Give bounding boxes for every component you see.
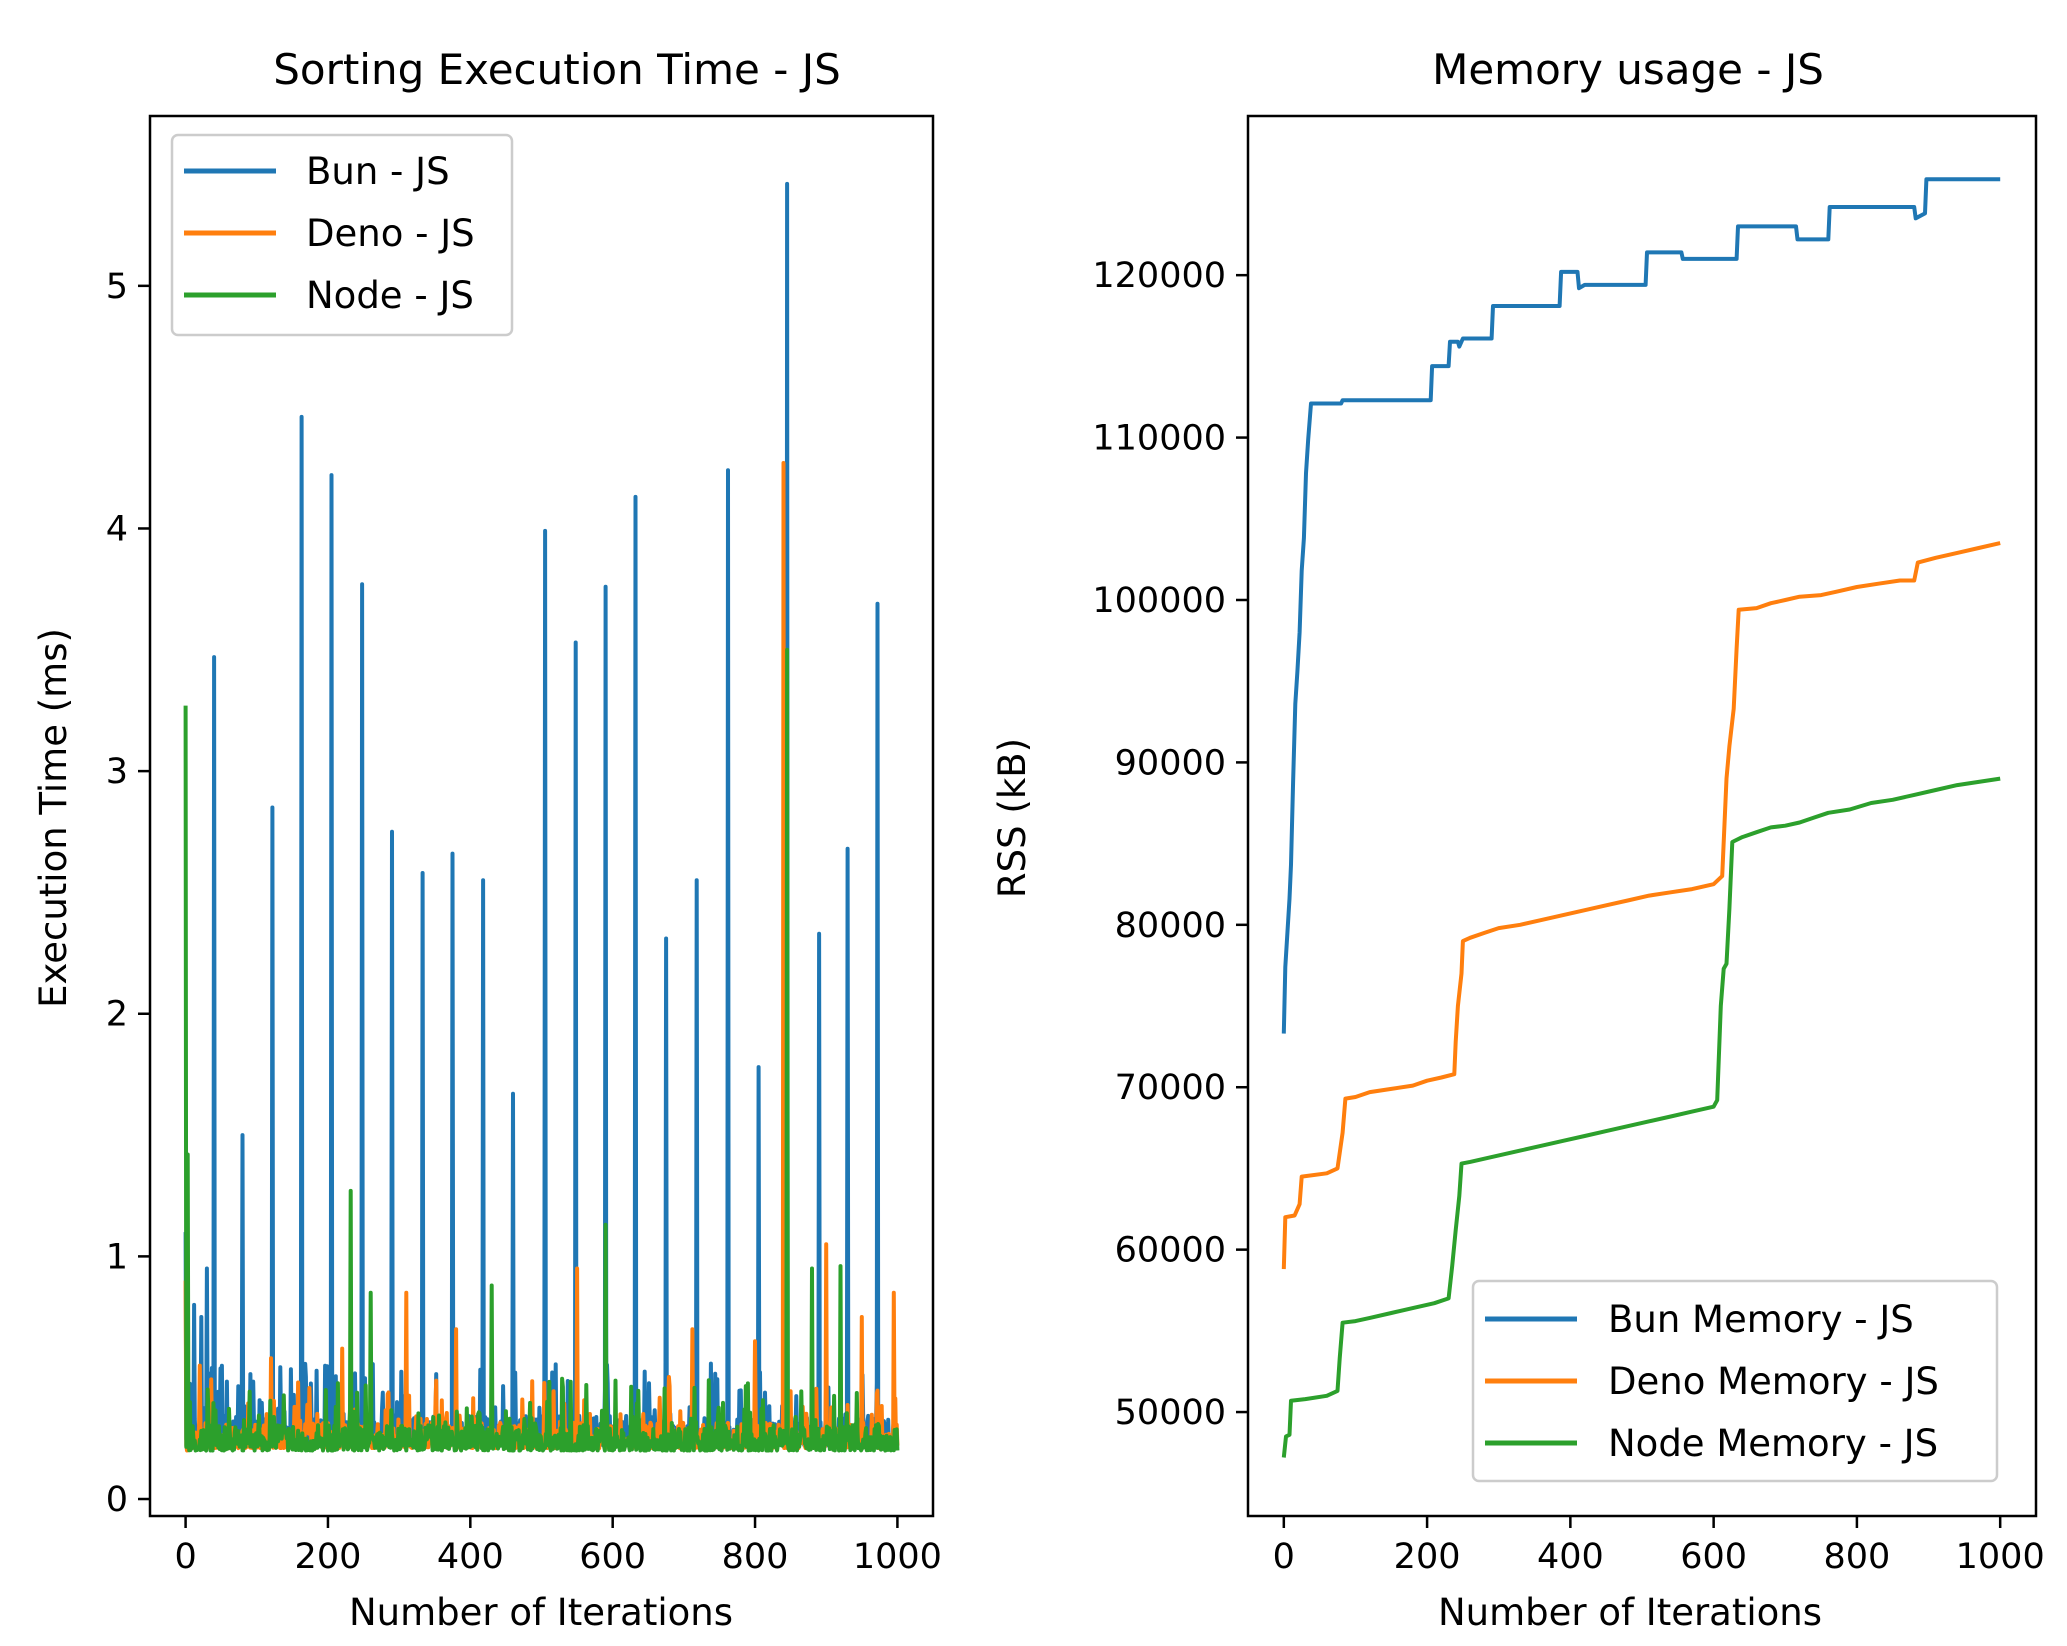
memory-usage-x-tick-label: 0 [1273, 1537, 1295, 1577]
execution-time-axes-frame [148, 114, 935, 1518]
execution-time-plot-area [148, 114, 935, 1518]
memory-usage-y-tick-label: 70000 [1115, 1068, 1226, 1108]
execution-time-line-node-js [183, 647, 900, 1453]
execution-time-legend-box [170, 133, 514, 337]
execution-time-x-ticks: 0 200 400 600 800 1000 [174, 1516, 942, 1577]
memory-usage-y-tick-label: 100000 [1092, 581, 1226, 621]
memory-usage-y-tick-label: 120000 [1092, 256, 1226, 296]
legend-label-node-memory: Node Memory - JS [1608, 1422, 1938, 1465]
memory-usage-y-tick-label: 50000 [1115, 1393, 1226, 1433]
legend-label-bun-js: Bun - JS [306, 150, 450, 193]
execution-time-y-tick-label: 2 [106, 995, 128, 1035]
execution-time-x-tick-label: 400 [437, 1537, 504, 1577]
memory-usage-plot-area [1246, 114, 2038, 1518]
execution-time-y-axis-label: Execution Time (ms) [32, 628, 75, 1008]
memory-usage-x-tick-label: 1000 [1956, 1537, 2045, 1577]
memory-usage-axes-frame [1246, 114, 2038, 1518]
execution-time-x-tick-label: 0 [174, 1537, 196, 1577]
memory-usage-x-ticks: 0 200 400 600 800 1000 [1273, 1516, 2045, 1577]
memory-usage-y-tick-label: 60000 [1115, 1231, 1226, 1271]
legend-label-bun-memory: Bun Memory - JS [1608, 1298, 1914, 1341]
memory-usage-y-tick-label: 80000 [1115, 906, 1226, 946]
execution-time-series-lines [183, 181, 900, 1453]
execution-time-x-axis-label: Number of Iterations [349, 1591, 733, 1634]
memory-usage-x-tick-label: 200 [1394, 1537, 1461, 1577]
execution-time-x-tick-label: 200 [295, 1537, 362, 1577]
memory-usage-y-tick-label: 90000 [1115, 743, 1226, 783]
execution-time-legend: Bun - JS Deno - JS Node - JS [170, 133, 514, 337]
execution-time-y-tick-label: 0 [106, 1480, 128, 1520]
execution-time-y-tick-label: 3 [106, 752, 128, 792]
execution-time-y-tick-label: 5 [106, 267, 128, 307]
memory-usage-x-tick-label: 800 [1824, 1537, 1891, 1577]
memory-usage-x-tick-label: 400 [1537, 1537, 1604, 1577]
execution-time-chart: Sorting Execution Time - JS 0 200 400 600 80… [32, 45, 942, 1634]
legend-label-deno-js: Deno - JS [306, 212, 475, 255]
execution-time-y-ticks: 0 1 2 3 4 5 [106, 267, 150, 1520]
memory-usage-x-tick-label: 600 [1680, 1537, 1747, 1577]
execution-time-x-tick-label: 800 [722, 1537, 789, 1577]
memory-usage-y-axis-label: RSS (kB) [991, 738, 1034, 898]
memory-usage-line-bun-memory-js [1281, 177, 2001, 1034]
execution-time-x-tick-label: 600 [579, 1537, 646, 1577]
memory-usage-y-tick-label: 110000 [1092, 419, 1226, 459]
legend-label-deno-memory: Deno Memory - JS [1608, 1360, 1939, 1403]
memory-usage-legend: Bun Memory - JS Deno Memory - JS Node Me… [1471, 1279, 1999, 1483]
execution-time-y-tick-label: 4 [106, 509, 128, 549]
memory-usage-x-axis-label: Number of Iterations [1438, 1591, 1822, 1634]
memory-usage-line-node-memory-js [1281, 776, 2001, 1458]
memory-usage-y-ticks: 50000 60000 70000 80000 90000 100000 110000 120… [1092, 256, 1248, 1433]
execution-time-x-tick-label: 1000 [853, 1537, 942, 1577]
execution-time-chart-title: Sorting Execution Time - JS [273, 45, 841, 94]
legend-label-node-js: Node - JS [306, 274, 474, 317]
memory-usage-chart: Memory usage - JS 0 200 400 600 800 1000 5000… [991, 45, 2045, 1634]
memory-usage-line-deno-memory-js [1281, 541, 2001, 1270]
memory-usage-chart-title: Memory usage - JS [1432, 45, 1824, 94]
memory-usage-series-lines [1281, 177, 2001, 1458]
execution-time-y-tick-label: 1 [106, 1237, 128, 1277]
memory-usage-legend-box [1471, 1279, 1999, 1483]
